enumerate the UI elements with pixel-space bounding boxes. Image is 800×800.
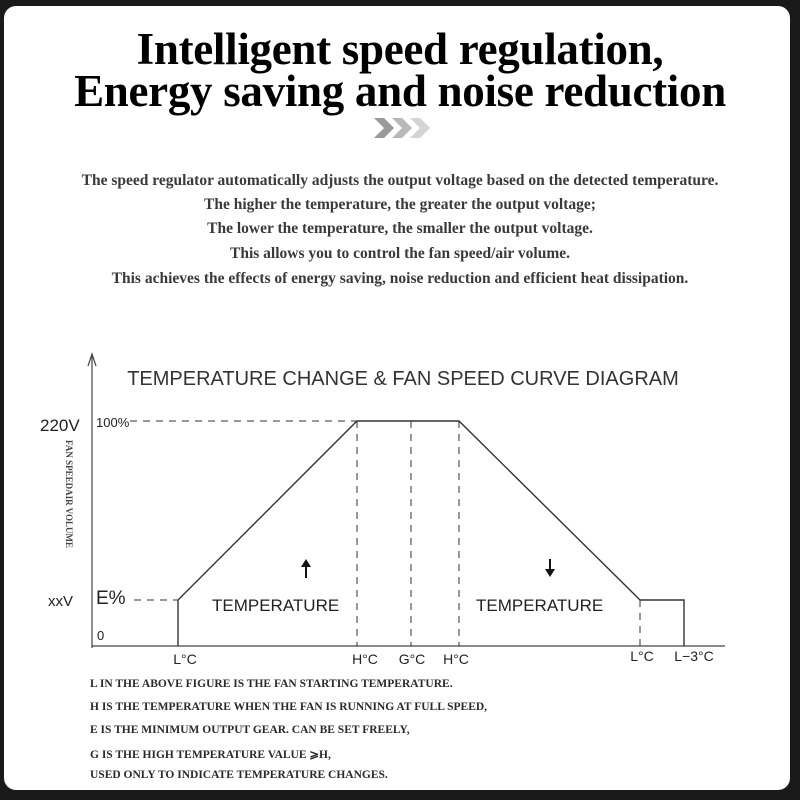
y-axis-arrow-icon bbox=[87, 352, 97, 367]
arrow-down-icon bbox=[545, 559, 555, 577]
x-label-l-stop: L°C bbox=[630, 648, 654, 664]
description-line-5: This achieves the effects of energy savi… bbox=[111, 270, 689, 287]
triple-chevron-right-icon bbox=[374, 118, 430, 138]
y-label-max-voltage: 220V bbox=[40, 416, 80, 435]
note-line-1: L IN THE ABOVE FIGURE IS THE FAN STARTIN… bbox=[90, 678, 453, 690]
note-line-4: G IS THE HIGH TEMPERATURE VALUE ⩾H, bbox=[90, 749, 331, 761]
note-line-3: E IS THE MINIMUM OUTPUT GEAR. CAN BE SET… bbox=[90, 724, 410, 736]
falling-temperature-label: TEMPERATURE bbox=[476, 596, 603, 615]
y-label-zero: 0 bbox=[97, 628, 104, 643]
y-label-max-percent: 100% bbox=[96, 415, 130, 430]
content-card: Intelligent speed regulation, Energy sav… bbox=[4, 6, 790, 790]
description-line-1: The speed regulator automatically adjust… bbox=[81, 172, 719, 189]
y-label-min-voltage: xxV bbox=[48, 593, 73, 610]
y-axis-label: FAN SPEEDAIR VOLUME bbox=[64, 440, 74, 548]
fan-speed-curve-diagram: TEMPERATURE CHANGE & FAN SPEED CURVE DIA… bbox=[40, 352, 725, 667]
note-line-2: H IS THE TEMPERATURE WHEN THE FAN IS RUN… bbox=[90, 701, 488, 713]
headline-line-1: Intelligent speed regulation, bbox=[136, 24, 664, 74]
description-line-4: This allows you to control the fan speed… bbox=[229, 245, 571, 262]
note-line-5: USED ONLY TO INDICATE TEMPERATURE CHANGE… bbox=[90, 769, 388, 781]
description-line-3: The lower the temperature, the smaller t… bbox=[207, 220, 593, 237]
y-label-min-percent: E% bbox=[96, 588, 126, 609]
diagram-title: TEMPERATURE CHANGE & FAN SPEED CURVE DIA… bbox=[127, 368, 679, 390]
fan-speed-curve bbox=[177, 420, 685, 646]
x-label-h-rise: H°C bbox=[352, 651, 378, 667]
arrow-up-icon bbox=[301, 559, 311, 578]
description-line-2: The higher the temperature, the greater … bbox=[204, 196, 596, 213]
x-label-l-start: L°C bbox=[173, 651, 197, 667]
rising-temperature-label: TEMPERATURE bbox=[212, 596, 339, 615]
x-label-l-minus-3: L−3°C bbox=[674, 648, 713, 664]
x-label-g: G°C bbox=[399, 651, 426, 667]
x-label-h-fall: H°C bbox=[443, 651, 469, 667]
headline-line-2: Energy saving and noise reduction bbox=[74, 66, 726, 116]
